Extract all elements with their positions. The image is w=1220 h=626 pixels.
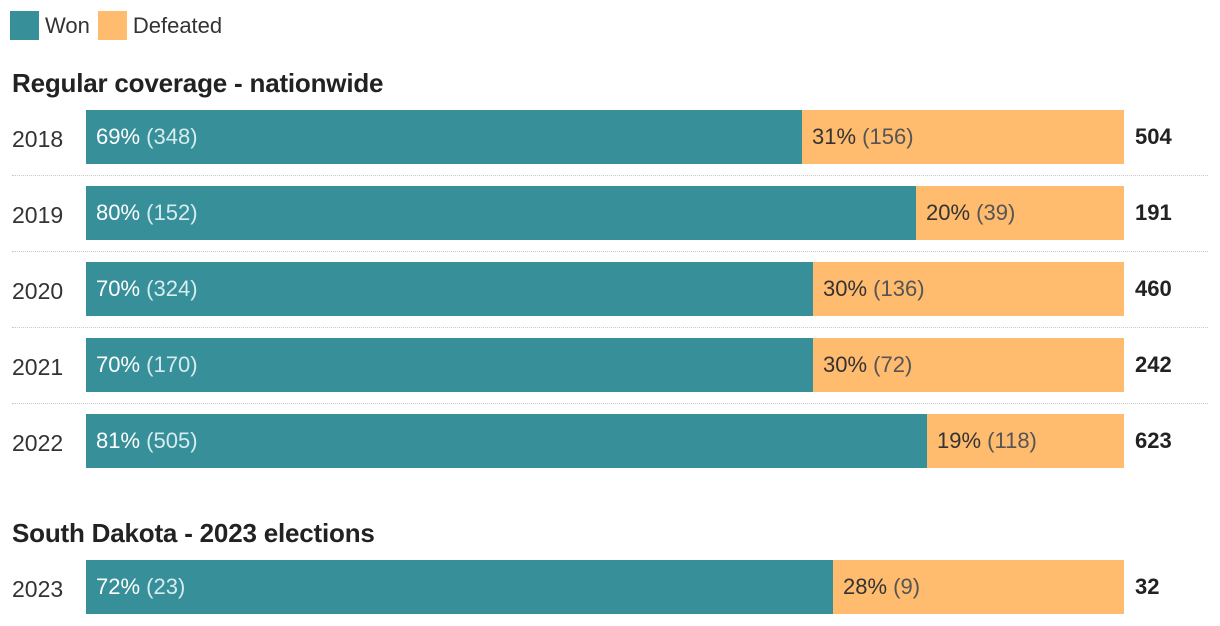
- row-total: 623: [1135, 428, 1172, 453]
- data-label-won-count: (505): [140, 428, 198, 453]
- bar-row: 2022 81% (505) 19% (118) 623: [0, 414, 1220, 468]
- data-label-won-percent: 80%: [96, 200, 141, 225]
- bar-segment-won: 81% (505): [86, 414, 927, 468]
- legend-item-won: Won: [10, 11, 90, 40]
- bar-segment-won: 69% (348): [86, 110, 802, 164]
- bar-row: 2020 70% (324) 30% (136) 460: [0, 262, 1220, 316]
- stacked-bar: 81% (505) 19% (118): [86, 414, 1124, 468]
- row-separator: [12, 403, 1208, 404]
- bar-segment-won: 70% (324): [86, 262, 813, 316]
- bar-row: 2021 70% (170) 30% (72) 242: [0, 338, 1220, 392]
- data-label-won: 70% (170): [96, 338, 198, 392]
- data-label-defeated-percent: 31%: [812, 124, 857, 149]
- data-label-defeated: 20% (39): [926, 186, 1015, 240]
- category-label: 2021: [12, 354, 64, 380]
- data-label-won-percent: 70%: [96, 276, 141, 301]
- data-label-defeated-percent: 28%: [843, 574, 888, 599]
- category-label: 2018: [12, 126, 64, 152]
- data-label-defeated-percent: 19%: [937, 428, 982, 453]
- data-label-won-count: (170): [140, 352, 198, 377]
- data-label-defeated: 30% (72): [823, 338, 912, 392]
- chart-title: Regular coverage - nationwide: [12, 68, 384, 98]
- data-label-won-count: (23): [140, 574, 186, 599]
- data-label-defeated-count: (136): [867, 276, 925, 301]
- stacked-bar: 70% (324) 30% (136): [86, 262, 1124, 316]
- data-label-won: 80% (152): [96, 186, 198, 240]
- data-label-won: 72% (23): [96, 560, 185, 614]
- bar-row: 2023 72% (23) 28% (9) 32: [0, 560, 1220, 614]
- data-label-defeated-percent: 20%: [926, 200, 971, 225]
- bar-segment-won: 72% (23): [86, 560, 833, 614]
- bar-segment-defeated: 31% (156): [802, 110, 1124, 164]
- bar-segment-won: 70% (170): [86, 338, 813, 392]
- stacked-bar: 70% (170) 30% (72): [86, 338, 1124, 392]
- data-label-won-count: (348): [140, 124, 198, 149]
- row-total: 32: [1135, 574, 1160, 599]
- bar-segment-defeated: 30% (72): [813, 338, 1124, 392]
- data-label-defeated-count: (156): [856, 124, 914, 149]
- bar-segment-defeated: 28% (9): [833, 560, 1124, 614]
- row-total: 191: [1135, 200, 1172, 225]
- chart-title: South Dakota - 2023 elections: [12, 518, 375, 548]
- category-label: 2023: [12, 576, 64, 602]
- row-total: 460: [1135, 276, 1172, 301]
- row-separator: [12, 327, 1208, 328]
- legend-item-defeated: Defeated: [97, 11, 223, 40]
- row-total: 504: [1135, 124, 1172, 149]
- category-label: 2020: [12, 278, 64, 304]
- bar-segment-defeated: 19% (118): [927, 414, 1124, 468]
- category-label: 2022: [12, 430, 64, 456]
- data-label-defeated: 28% (9): [843, 560, 920, 614]
- data-label-defeated: 30% (136): [823, 262, 925, 316]
- category-label: 2019: [12, 202, 64, 228]
- data-label-won: 69% (348): [96, 110, 198, 164]
- stacked-bar: 69% (348) 31% (156): [86, 110, 1124, 164]
- row-total: 242: [1135, 352, 1172, 377]
- data-label-defeated-count: (72): [867, 352, 913, 377]
- stacked-bar: 72% (23) 28% (9): [86, 560, 1124, 614]
- data-label-defeated-percent: 30%: [823, 276, 868, 301]
- legend-swatch-won: [10, 11, 39, 40]
- row-separator: [12, 175, 1208, 176]
- stacked-bar: 80% (152) 20% (39): [86, 186, 1124, 240]
- data-label-won-count: (152): [140, 200, 198, 225]
- data-label-defeated: 31% (156): [812, 110, 914, 164]
- bar-row: 2019 80% (152) 20% (39) 191: [0, 186, 1220, 240]
- bar-segment-defeated: 20% (39): [916, 186, 1124, 240]
- bar-segment-won: 80% (152): [86, 186, 916, 240]
- bar-segment-defeated: 30% (136): [813, 262, 1124, 316]
- data-label-defeated: 19% (118): [937, 414, 1037, 468]
- data-label-won-percent: 69%: [96, 124, 141, 149]
- data-label-won-percent: 70%: [96, 352, 141, 377]
- legend-swatch-defeated: [97, 11, 127, 40]
- bar-row: 2018 69% (348) 31% (156) 504: [0, 110, 1220, 164]
- legend-label-won: Won: [45, 12, 90, 38]
- row-separator: [12, 251, 1208, 252]
- data-label-defeated-percent: 30%: [823, 352, 868, 377]
- data-label-won-count: (324): [140, 276, 198, 301]
- data-label-won-percent: 81%: [96, 428, 141, 453]
- data-label-defeated-count: (118): [981, 428, 1037, 453]
- data-label-defeated-count: (9): [887, 574, 921, 599]
- data-label-won-percent: 72%: [96, 574, 141, 599]
- data-label-defeated-count: (39): [970, 200, 1016, 225]
- legend-label-defeated: Defeated: [132, 12, 223, 38]
- data-label-won: 81% (505): [96, 414, 198, 468]
- legend: Won Defeated: [10, 11, 230, 40]
- data-label-won: 70% (324): [96, 262, 198, 316]
